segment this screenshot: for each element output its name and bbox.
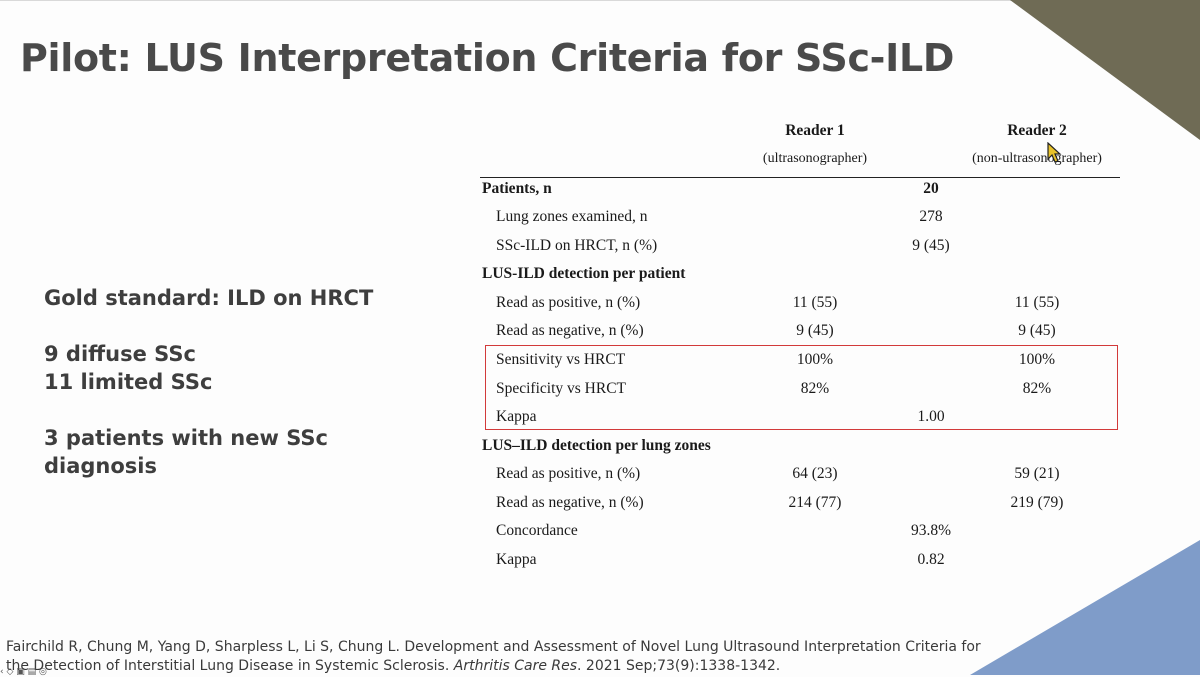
diffuse-ssc-text: 9 diffuse SSc [44, 342, 196, 366]
row-label: Read as negative, n (%) [496, 322, 644, 339]
reader1-value: 100% [796, 351, 834, 368]
combined-value: 1.00 [917, 408, 945, 425]
row-label: Specificity vs HRCT [496, 380, 627, 397]
row-label: Sensitivity vs HRCT [496, 351, 626, 368]
row-label: Lung zones examined, n [496, 208, 648, 225]
reader1-role: (ultrasonographer) [762, 151, 868, 166]
combined-value: 9 (45) [912, 237, 950, 254]
citation: Fairchild R, Chung M, Yang D, Sharpless … [6, 638, 1006, 676]
mouse-cursor-icon [1047, 142, 1062, 163]
gold-standard-text: Gold standard: ILD on HRCT [44, 286, 374, 310]
row-label: Concordance [496, 522, 578, 539]
reader2-value: 59 (21) [1014, 465, 1060, 482]
row-label: LUS-ILD detection per patient [482, 265, 686, 282]
reader2-value: 219 (79) [1010, 494, 1064, 511]
reader1-value: 11 (55) [792, 294, 838, 311]
citation-details: . 2021 Sep;73(9):1338-1342. [577, 658, 781, 674]
reader1-value: 64 (23) [792, 465, 838, 482]
new-diagnosis-text: 3 patients with new SSc [44, 426, 328, 450]
slide-controls[interactable]: ‹ ◇ ▣ ▤ ◎ [0, 667, 47, 677]
highlight-box [485, 345, 1118, 430]
corner-decoration-top [1010, 0, 1200, 140]
row-label: Read as positive, n (%) [496, 294, 641, 311]
reader1-value: 9 (45) [796, 322, 834, 339]
combined-value: 93.8% [910, 522, 952, 539]
slide-title: Pilot: LUS Interpretation Criteria for S… [20, 36, 955, 80]
reader2-value: 100% [1018, 351, 1056, 368]
combined-value: 0.82 [917, 551, 945, 568]
reader2-role: (non-ultrasonographer) [972, 151, 1102, 166]
citation-title-end: the Detection of Interstitial Lung Disea… [6, 658, 450, 674]
reader1-value: 82% [800, 380, 830, 397]
corner-decoration-bottom [970, 540, 1200, 675]
reader2-value: 9 (45) [1018, 322, 1056, 339]
row-label: LUS–ILD detection per lung zones [482, 437, 711, 454]
row-label: Read as negative, n (%) [496, 494, 644, 511]
header-rule [480, 177, 1120, 178]
reader2-value: 82% [1022, 380, 1052, 397]
row-label: Kappa [496, 408, 537, 425]
citation-line-1: Fairchild R, Chung M, Yang D, Sharpless … [6, 639, 981, 655]
new-diagnosis-text-cont: diagnosis [44, 454, 158, 478]
citation-journal: Arthritis Care Res [453, 658, 578, 674]
limited-ssc-text: 11 limited SSc [44, 370, 213, 394]
row-label: SSc-ILD on HRCT, n (%) [496, 237, 658, 254]
reader1-value: 214 (77) [788, 494, 842, 511]
reader2-value: 11 (55) [1014, 294, 1060, 311]
combined-value: 20 [923, 180, 939, 197]
reader2-header: Reader 2 [1007, 122, 1067, 139]
reader1-header: Reader 1 [785, 122, 845, 139]
row-label: Read as positive, n (%) [496, 465, 641, 482]
results-table: Reader 1 (ultrasonographer) Reader 2 (no… [480, 0, 1180, 600]
top-border [0, 0, 1200, 1]
row-label: Kappa [496, 551, 537, 568]
citation-line-2: the Detection of Interstitial Lung Disea… [6, 657, 1006, 676]
combined-value: 278 [919, 208, 943, 225]
row-label: Patients, n [482, 180, 552, 197]
